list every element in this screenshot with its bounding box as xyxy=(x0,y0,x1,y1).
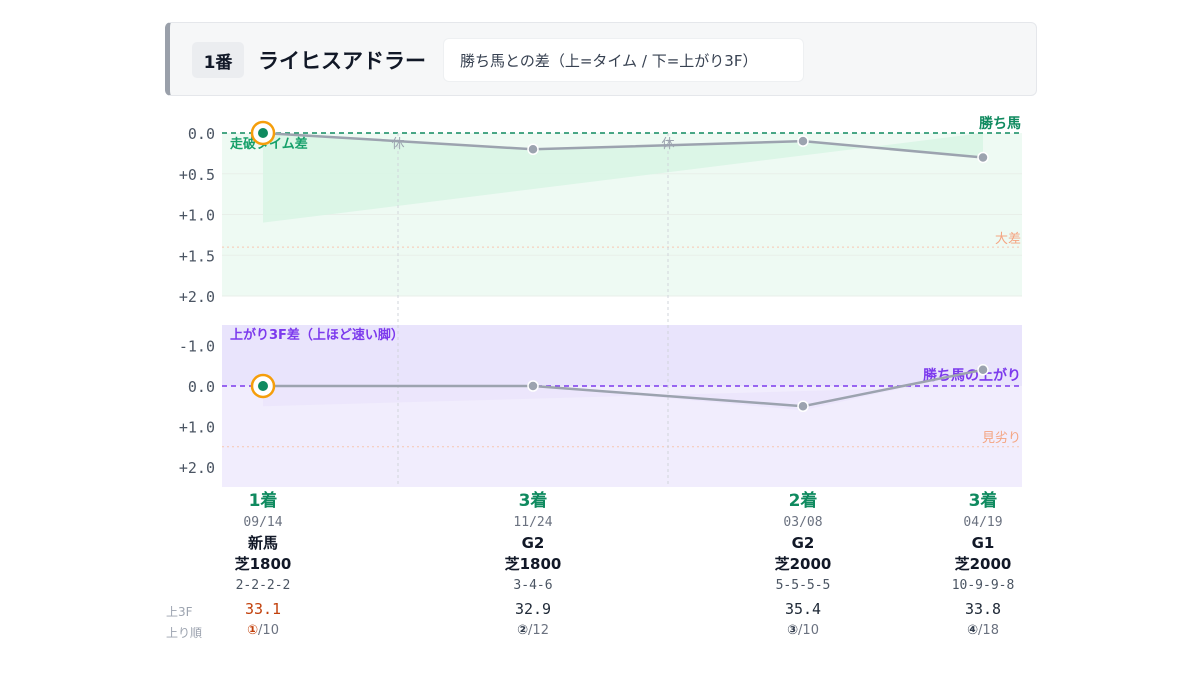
time-point xyxy=(258,128,268,138)
time-point xyxy=(977,151,989,164)
race-date: 09/14 xyxy=(243,515,283,530)
race-grade: G1 xyxy=(971,534,995,552)
race-course: 芝2000 xyxy=(954,555,1012,573)
race-column: 3着 11/24 G2 芝1800 3-4-6 32.9 ②/12 xyxy=(463,490,603,641)
last3f-time: 33.1 xyxy=(244,600,282,618)
time-y-tick-label: +0.5 xyxy=(179,166,215,184)
race-grade: G2 xyxy=(521,534,545,552)
rank-field-size: /18 xyxy=(978,623,999,638)
race-grade: 新馬 xyxy=(247,534,278,552)
last3f-rank: ①/10 xyxy=(193,620,333,641)
race-course: 芝1800 xyxy=(234,555,292,573)
winner-last3f-label: 勝ち馬の上がり xyxy=(923,367,1021,384)
row-label-last3f: 上3F xyxy=(166,605,193,619)
last3f-point xyxy=(797,400,809,412)
last3f-rank: ②/12 xyxy=(463,620,603,641)
finish-position: 2着 xyxy=(788,491,818,511)
time-section-label: 走破タイム差 xyxy=(230,136,308,152)
race-course: 芝1800 xyxy=(504,555,562,573)
time-diff-area xyxy=(263,133,983,223)
finish-position: 3着 xyxy=(968,491,998,511)
last3f-y-tick-label: +1.0 xyxy=(179,419,215,437)
rank-circle: ③ xyxy=(787,623,799,638)
race-course: 芝2000 xyxy=(774,555,832,573)
rank-field-size: /10 xyxy=(258,623,279,638)
time-y-tick-label: +1.0 xyxy=(179,207,215,225)
last3f-time: 35.4 xyxy=(784,600,822,618)
race-date: 04/19 xyxy=(963,515,1003,530)
last3f-fast-zone xyxy=(222,325,1022,386)
time-diff-line xyxy=(262,131,984,159)
rank-circle: ② xyxy=(517,623,529,638)
race-column: 3着 04/19 G1 芝2000 10-9-9-8 33.8 ④/18 xyxy=(913,490,1053,641)
race-date: 11/24 xyxy=(513,515,553,530)
time-point xyxy=(797,135,809,147)
chart-legend-note: 勝ち馬との差（上=タイム / 下=上がり3F） xyxy=(444,39,803,81)
last3f-time: 33.8 xyxy=(964,600,1002,618)
last3f-point xyxy=(527,380,539,392)
race-card-header: 1番 ライヒスアドラー 勝ち馬との差（上=タイム / 下=上がり3F） xyxy=(165,22,1037,96)
time-y-tick-label: +2.0 xyxy=(179,288,215,306)
race-date: 03/08 xyxy=(783,515,823,530)
finish-position: 3着 xyxy=(518,491,548,511)
last3f-diff-area xyxy=(263,369,983,411)
row-label-rank: 上り順 xyxy=(166,626,203,640)
race-column: 1着 09/14 新馬芝1800 2-2-2-2 33.1 ①/10 xyxy=(193,490,333,641)
horse-name: ライヒスアドラー xyxy=(258,49,426,73)
time-y-tick-label: 0.0 xyxy=(188,125,215,143)
rank-field-size: /12 xyxy=(528,623,549,638)
passing-order: 5-5-5-5 xyxy=(775,578,831,593)
passing-order: 2-2-2-2 xyxy=(235,578,291,593)
rank-circle: ④ xyxy=(967,623,979,638)
last3f-time: 32.9 xyxy=(514,600,552,618)
weak-last3f-label: 見劣り xyxy=(982,431,1021,446)
race-column: 2着 03/08 G2 芝2000 5-5-5-5 35.4 ③/10 xyxy=(733,490,873,641)
rest-label: 休 xyxy=(391,137,404,152)
last3f-y-tick-label: -1.0 xyxy=(179,338,215,356)
last3f-rank: ③/10 xyxy=(733,620,873,641)
time-point xyxy=(527,143,539,156)
passing-order: 10-9-9-8 xyxy=(951,578,1015,593)
last3f-rank: ④/18 xyxy=(913,620,1053,641)
rank-field-size: /10 xyxy=(798,623,819,638)
last3f-y-tick-label: +2.0 xyxy=(179,459,215,477)
last3f-section-label: 上がり3F差（上ほど速い脚） xyxy=(230,327,404,343)
winner-line-label: 勝ち馬 xyxy=(979,115,1021,132)
last3f-point xyxy=(977,364,989,376)
last3f-diff-line xyxy=(263,368,984,408)
race-grade: G2 xyxy=(791,534,815,552)
last3f-y-tick-label: 0.0 xyxy=(188,378,215,396)
finish-position: 1着 xyxy=(248,491,278,511)
horse-number-badge: 1番 xyxy=(192,42,244,78)
rank-circle: ① xyxy=(247,623,259,638)
passing-order: 3-4-6 xyxy=(513,578,553,593)
time-y-tick-label: +1.5 xyxy=(179,247,215,265)
last3f-point xyxy=(258,381,268,391)
big-gap-label: 大差 xyxy=(995,232,1021,247)
